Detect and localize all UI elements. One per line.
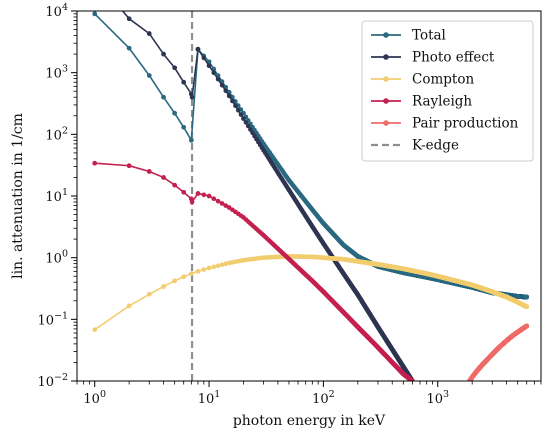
plot-curves [92,11,530,381]
